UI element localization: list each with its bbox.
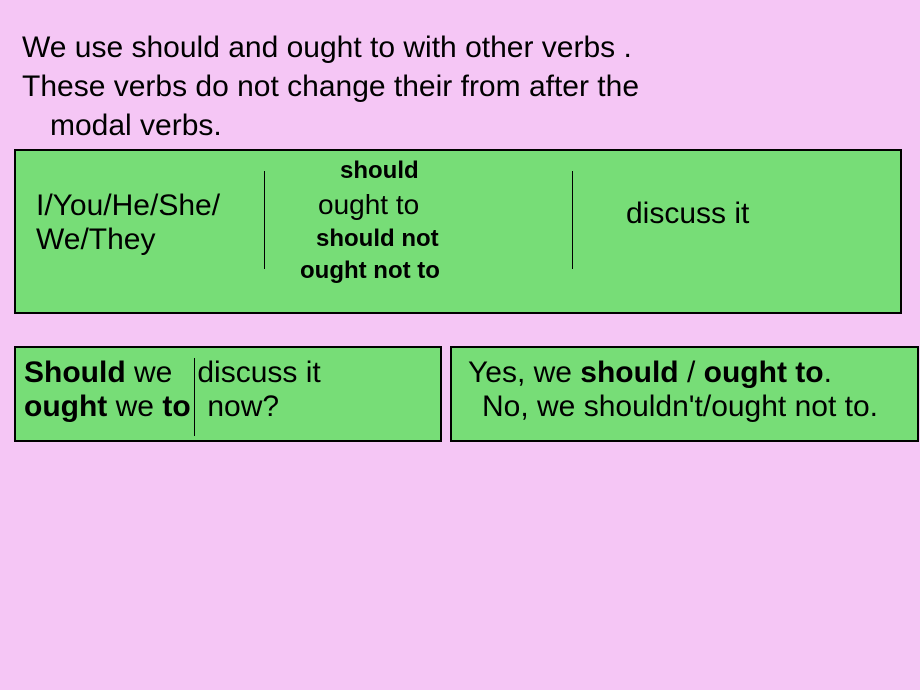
q1-we: we [126, 356, 173, 389]
answer-box: Yes, we should / ought to. No, we should… [450, 346, 919, 442]
intro-line-1: We use should and ought to with other ve… [22, 28, 920, 67]
verb-phrase: discuss it [626, 197, 749, 230]
a1-pre: Yes, we [468, 356, 580, 389]
question-line-2: ought we to now? [24, 390, 440, 424]
modal-ought-not-to: ought not to [280, 257, 560, 285]
verb-column: discuss it [626, 197, 749, 231]
subject-line-2: We/They [36, 223, 220, 257]
answer-line-2: No, we shouldn't/ought not to. [468, 390, 917, 424]
modal-column: should ought to should not ought not to [280, 157, 560, 289]
intro-paragraph: We use should and ought to with other ve… [0, 28, 920, 145]
a1-ought-to: ought to [704, 356, 824, 389]
q2-now: now? [207, 390, 279, 423]
modal-ought-to: ought to [280, 189, 560, 221]
divider-q [194, 358, 195, 436]
q2-ought: ought [24, 390, 107, 423]
a1-sep: / [679, 356, 704, 389]
grammar-table-main: I/You/He/She/ We/They should ought to sh… [14, 149, 902, 314]
modal-should: should [280, 157, 560, 185]
question-box: Should we discuss it ought we to now? [14, 346, 442, 442]
intro-line-3: modal verbs. [22, 106, 920, 145]
q1-discuss: discuss it [197, 356, 320, 389]
q2-to: to [162, 390, 190, 423]
q2-we: we [107, 390, 162, 423]
qa-row: Should we discuss it ought we to now? Ye… [0, 346, 920, 442]
answer-line-1: Yes, we should / ought to. [468, 356, 917, 390]
question-line-1: Should we discuss it [24, 356, 440, 390]
subject-line-1: I/You/He/She/ [36, 189, 220, 223]
divider-1 [264, 171, 265, 269]
intro-line-2: These verbs do not change their from aft… [22, 67, 920, 106]
subject-column: I/You/He/She/ We/They [36, 189, 220, 257]
a1-should: should [580, 356, 678, 389]
divider-2 [572, 171, 573, 269]
a1-end: . [824, 356, 832, 389]
modal-should-not: should not [280, 225, 560, 253]
q1-should: Should [24, 356, 126, 389]
